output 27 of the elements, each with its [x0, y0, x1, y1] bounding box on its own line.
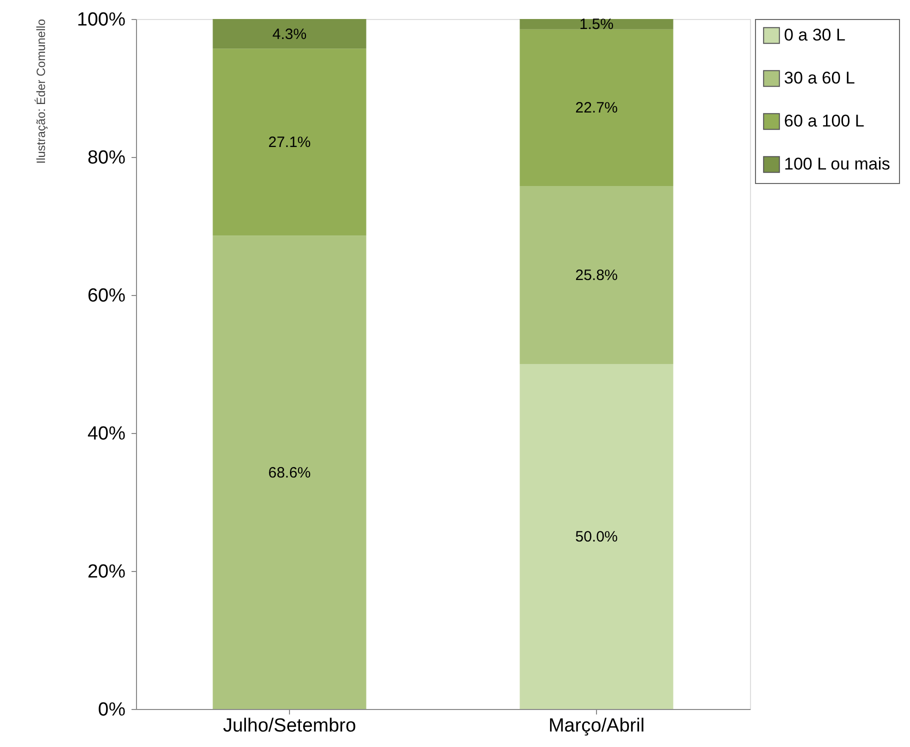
- legend-label: 100 L ou mais: [784, 154, 890, 174]
- y-tick-label: 0%: [98, 700, 126, 720]
- data-label: 50.0%: [575, 528, 618, 546]
- data-label: 27.1%: [268, 134, 311, 152]
- data-label: 68.6%: [268, 464, 311, 482]
- bar: [520, 186, 674, 364]
- y-tick-label: 100%: [76, 10, 126, 30]
- x-tick-label: Julho/Setembro: [222, 716, 356, 736]
- data-label: 25.8%: [575, 266, 618, 284]
- legend-label: 0 a 30 L: [784, 26, 846, 44]
- text: Ilustração: Éder Comunello: [34, 18, 48, 164]
- bar: [212, 48, 366, 236]
- bar: [520, 364, 674, 709]
- y-tick-label: 40%: [87, 424, 126, 444]
- bar: [520, 29, 674, 186]
- data-label: 1.5%: [579, 16, 614, 34]
- legend-label: 60 a 100 L: [784, 112, 864, 130]
- legend-label: 30 a 60 L: [784, 68, 855, 88]
- bar: [212, 19, 366, 49]
- y-tick-label: 80%: [87, 148, 126, 168]
- data-label: 4.3%: [272, 26, 307, 43]
- bar: [212, 236, 366, 709]
- x-tick-label: Março/Abril: [548, 716, 645, 736]
- y-tick-label: 20%: [87, 562, 126, 582]
- bar: [520, 19, 674, 30]
- data-label: 22.7%: [575, 100, 618, 117]
- y-tick-label: 60%: [87, 286, 126, 306]
